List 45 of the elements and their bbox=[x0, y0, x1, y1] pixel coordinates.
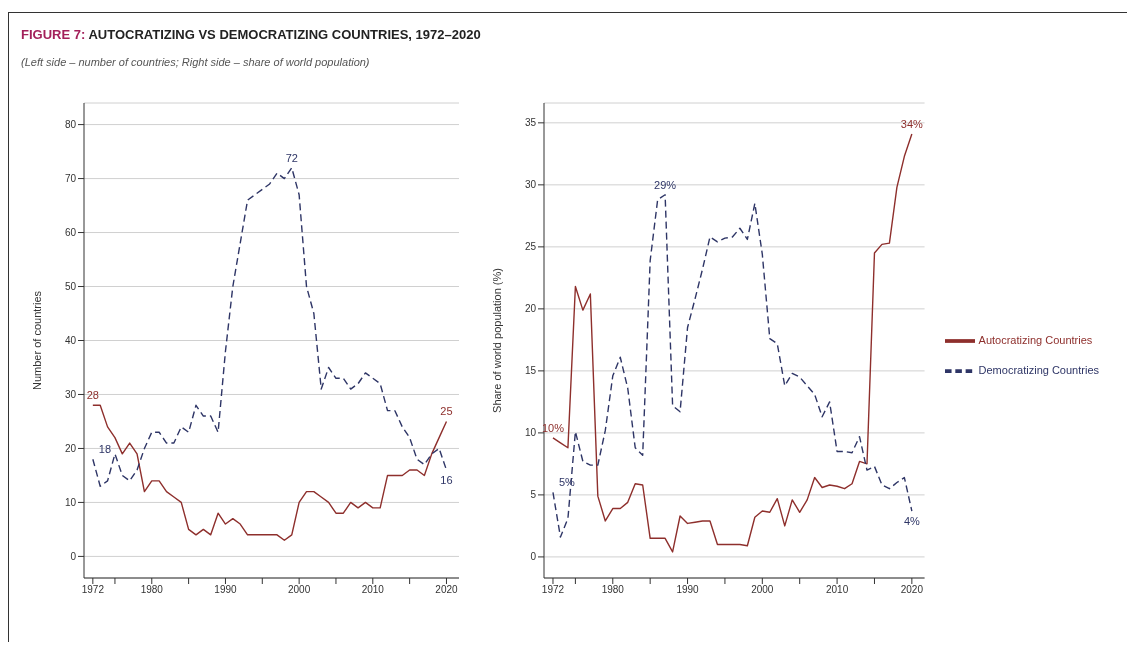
y-tick-label: 20 bbox=[64, 443, 77, 454]
y-tick-label: 10 bbox=[524, 427, 537, 439]
y-axis-title: Share of world population (%) bbox=[490, 268, 503, 413]
y-tick-label: 15 bbox=[524, 365, 537, 377]
y-axis-title: Number of countries bbox=[30, 290, 43, 391]
y-tick-label: 30 bbox=[64, 389, 77, 401]
x-tick-label: 2000 bbox=[751, 584, 774, 596]
y-tick-label: 35 bbox=[524, 117, 537, 129]
y-tick-label: 10 bbox=[64, 496, 77, 508]
annotation: 10% bbox=[541, 421, 565, 434]
x-tick-label: 2020 bbox=[435, 584, 459, 596]
x-tick-label: 1980 bbox=[140, 584, 164, 596]
chart-subtitle: (Left side – number of countries; Right side – share of world population) bbox=[21, 56, 371, 68]
y-tick-label: 30 bbox=[524, 179, 537, 191]
annotation: 16 bbox=[440, 473, 453, 486]
x-tick-label: 2010 bbox=[361, 584, 385, 596]
x-tick-label: 1980 bbox=[601, 584, 625, 596]
legend-label: Democratizing Countries bbox=[978, 363, 1099, 376]
x-tick-label: 2000 bbox=[288, 584, 311, 596]
annotation: 28 bbox=[86, 389, 99, 402]
y-tick-label: 25 bbox=[524, 241, 537, 253]
y-tick-label: 0 bbox=[530, 551, 537, 563]
y-tick-label: 80 bbox=[64, 119, 77, 131]
annotation: 5% bbox=[558, 476, 576, 489]
annotation: 72 bbox=[285, 151, 298, 164]
legend-label: Autocratizing Countries bbox=[978, 333, 1093, 346]
annotation: 29% bbox=[654, 178, 677, 191]
x-tick-label: 1972 bbox=[541, 584, 565, 596]
y-tick-label: 5 bbox=[530, 489, 537, 501]
annotation: 18 bbox=[98, 443, 112, 456]
chart-title: FIGURE 7: AUTOCRATIZING VS DEMOCRATIZING COUNTRIES, 1972–2020 bbox=[21, 27, 481, 42]
x-tick-label: 2020 bbox=[900, 584, 924, 596]
y-tick-label: 70 bbox=[64, 173, 77, 185]
y-tick-label: 20 bbox=[524, 303, 537, 315]
x-tick-label: 1990 bbox=[676, 584, 700, 596]
x-tick-label: 2010 bbox=[825, 584, 849, 596]
x-tick-label: 1972 bbox=[81, 584, 105, 596]
y-tick-label: 50 bbox=[64, 281, 77, 293]
annotation: 25 bbox=[440, 405, 453, 418]
y-tick-label: 60 bbox=[64, 227, 77, 239]
annotation: 4% bbox=[903, 514, 921, 527]
x-tick-label: 1990 bbox=[214, 584, 238, 596]
y-tick-label: 40 bbox=[64, 335, 77, 347]
y-tick-label: 0 bbox=[70, 550, 77, 562]
annotation: 34% bbox=[900, 118, 924, 131]
